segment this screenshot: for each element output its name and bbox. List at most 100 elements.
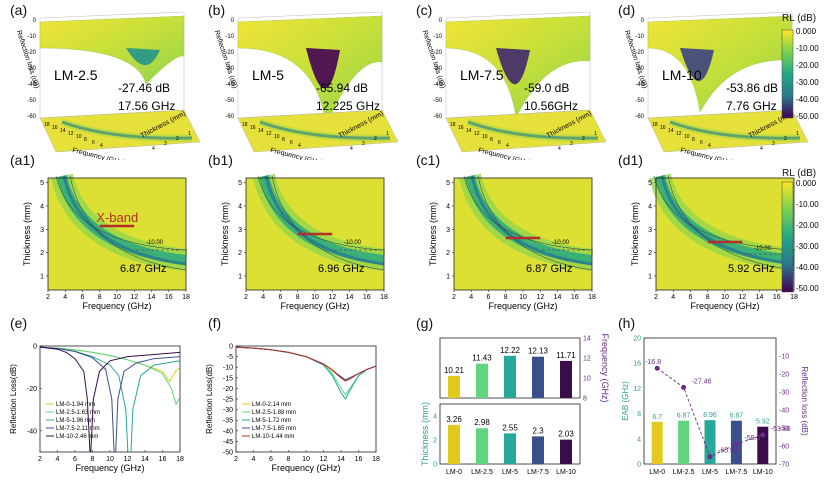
surface-floor — [445, 109, 607, 153]
row1-colorbar: 0.000 -10.00 -20.00 -30.00 -40.00 -50.00 — [781, 27, 819, 121]
category-label: LM-0 — [446, 469, 462, 476]
x-tick-label: 12 — [320, 456, 328, 463]
x-tick-label: 12 — [676, 131, 682, 137]
y-axis-label: Thickness (mm) — [22, 202, 32, 266]
x-tick-label: 8 — [84, 137, 87, 143]
x-tick-label: 8 — [504, 294, 508, 301]
row2-colorbar-title: RL (dB) — [782, 168, 817, 179]
series-line — [40, 346, 180, 452]
x-tick-label: 6 — [92, 140, 95, 146]
surface-floor — [39, 109, 201, 153]
x-tick-label: 6 — [269, 456, 273, 463]
bar-chart-h: 6.7 6.87 6.96 6.87 5.92 0 4 8 12 16 20 EAB (GHz) -16… — [621, 336, 809, 477]
x-tick-label: 2 — [234, 456, 238, 463]
colorbar-gradient — [781, 29, 794, 119]
colorbar-gradient — [781, 181, 794, 293]
z-tick-label: -50 — [433, 98, 442, 104]
y-tick-label: 0 — [229, 344, 233, 351]
legend-entry: LM-2.5-1.88 mm — [252, 410, 296, 416]
floor-band-glow — [466, 118, 599, 142]
surface-floor — [237, 109, 399, 153]
x-tick-label: 8 — [282, 137, 285, 143]
x-tick-label: 16 — [165, 294, 173, 301]
legend-entry: LM-0-2.14 mm — [252, 402, 291, 408]
x-axis-label: Frequency (GHz) — [690, 301, 759, 311]
left-axis-label: EAB (GHz) — [621, 381, 630, 421]
panel-label-b: (b) — [208, 2, 226, 18]
z-tick-label: 0 — [641, 18, 645, 24]
y-tick-label: 2 — [582, 136, 585, 142]
eab-bar — [704, 420, 716, 464]
left-tick-label: 12 — [633, 386, 641, 393]
floor-band-glow — [258, 118, 391, 142]
rl-point — [733, 441, 739, 447]
colorbar-tick-label: -40.00 — [796, 95, 819, 104]
y-tick-label: 0 — [33, 344, 37, 351]
y-tick-label: 5 — [446, 180, 450, 187]
x-tick-label: 8 — [287, 456, 291, 463]
x-tick-label: 6 — [290, 140, 293, 146]
absorption-band-core — [470, 175, 593, 266]
y-tick-label: 5 — [648, 180, 652, 187]
right-tick-label: -10 — [779, 354, 789, 361]
effective-frequency-label: 6.87 GHz — [526, 263, 572, 275]
rl-point-label: -16.8 — [645, 359, 661, 366]
contour-line-lower — [667, 175, 795, 271]
y-tick-label: 4 — [446, 204, 450, 211]
surface-valley — [126, 48, 160, 66]
right-tick-label: -20 — [779, 372, 789, 379]
x-tick-label: 12 — [536, 294, 544, 301]
x-tick-label: 10 — [721, 294, 729, 301]
frequency-bar — [476, 363, 488, 398]
y-axis-label: Thickness (mm) — [630, 202, 640, 266]
panel-label-c1: (c1) — [416, 152, 441, 168]
panel-label-f: (f) — [208, 315, 222, 331]
x-tick-label: 2 — [46, 294, 50, 301]
y-tick-label: 4 — [648, 204, 652, 211]
x-tick-label: 6 — [487, 294, 491, 301]
row3-plots: 2 4 6 8 10 12 14 16 18 0 -20 -40 Frequency (GHz) Refl… — [9, 333, 809, 477]
right-tick-label: 10 — [583, 376, 591, 383]
panel-label-b1: (b1) — [208, 152, 233, 168]
frequency-bar-label: 11.71 — [556, 351, 576, 360]
floor-band-glow — [60, 118, 193, 142]
y-tick-label: 2 — [446, 250, 450, 257]
y-tick-label: -35 — [223, 418, 233, 425]
frequency-bar — [560, 360, 572, 398]
x-tick-label: 10 — [684, 134, 690, 140]
y-tick-label: 3 — [164, 141, 167, 147]
z-tick-label: -50 — [27, 98, 36, 104]
eab-bar-label: 5.92 — [756, 419, 770, 426]
legend-entry: LM-10-1.44 mm — [252, 434, 294, 440]
legend-entry: LM-10-2.46 mm — [56, 434, 98, 440]
left-tick-label: 2 — [433, 438, 437, 445]
x-tick-label: 16 — [250, 125, 256, 131]
contour-level-label: -10.00 — [754, 246, 772, 252]
series-line — [40, 346, 180, 406]
z-tick-label: -10 — [635, 34, 644, 40]
y-tick-label: 1 — [188, 131, 191, 137]
x-tick-label: 4 — [708, 143, 711, 149]
y-tick-label: 2 — [238, 250, 242, 257]
y-tick-label: 4 — [558, 146, 561, 152]
x-tick-label: 16 — [355, 456, 363, 463]
category-label: LM-7.5 — [726, 469, 748, 476]
z-tick-label: 0 — [439, 18, 443, 24]
right-tick-label: -40 — [779, 408, 789, 415]
line-chart-(e): 2 4 6 8 10 12 14 16 18 0 -20 -40 Frequency (GHz) Refl… — [9, 344, 184, 474]
x-tick-label: 10 — [113, 294, 121, 301]
sample-name: LM-10 — [662, 67, 702, 83]
absorption-band-core — [660, 175, 795, 266]
plot-frame — [235, 345, 377, 453]
category-label: LM-2.5 — [673, 469, 695, 476]
z-tick-label: 0 — [33, 18, 37, 24]
rl-point — [760, 432, 766, 438]
x-tick-label: 8 — [98, 294, 102, 301]
z-tick-label: -10 — [27, 34, 36, 40]
rl-point — [707, 454, 713, 460]
left-tick-label: 16 — [633, 361, 641, 368]
